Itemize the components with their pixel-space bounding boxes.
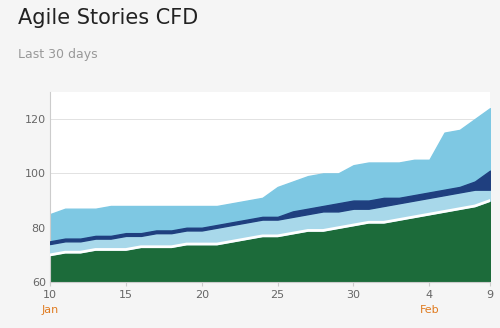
Text: Jan: Jan: [42, 305, 58, 315]
Text: Last 30 days: Last 30 days: [18, 48, 97, 61]
Text: Feb: Feb: [420, 305, 439, 315]
Text: Agile Stories CFD: Agile Stories CFD: [18, 8, 198, 28]
